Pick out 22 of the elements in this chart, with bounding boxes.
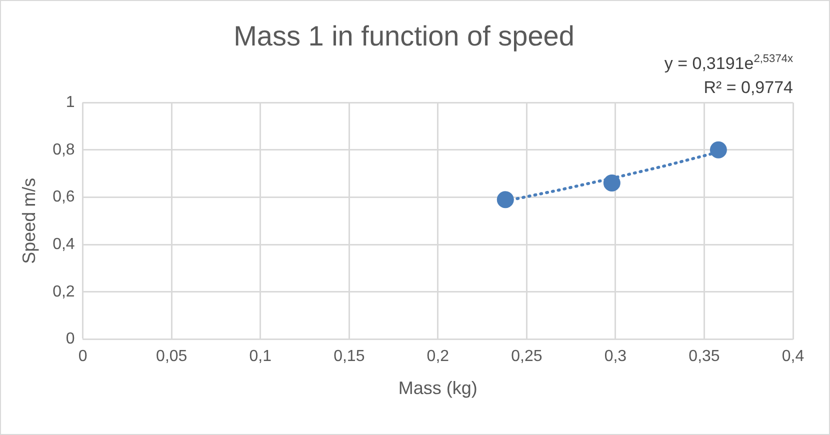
y-tick-label: 0 [66,330,75,348]
y-tick-label: 0,6 [52,188,75,206]
x-axis-title: Mass (kg) [398,378,478,398]
y-axis-title: Speed m/s [18,178,39,264]
x-tick-label: 0,15 [334,348,365,366]
y-tick-label: 0,4 [52,236,75,253]
x-tick-label: 0,2 [426,348,450,366]
x-tick-label: 0,1 [249,348,272,366]
x-tick-label: 0 [78,348,88,366]
y-tick-label: 0,2 [52,283,75,300]
point [710,141,727,158]
x-tick-label: 0,3 [604,348,627,366]
text: R² = 0,9774 [704,78,794,97]
x-tick-label: 0,4 [782,348,804,366]
x-tick-label: 0,35 [688,348,720,366]
chart-title: Mass 1 in function of speed [234,20,574,52]
x-tick-label: 0,25 [511,348,542,366]
x-tick-label: 0,05 [156,348,188,366]
point [603,174,620,192]
y-tick-label: 0,8 [52,141,75,158]
y-tick-label: 1 [66,94,75,112]
point [496,191,514,208]
